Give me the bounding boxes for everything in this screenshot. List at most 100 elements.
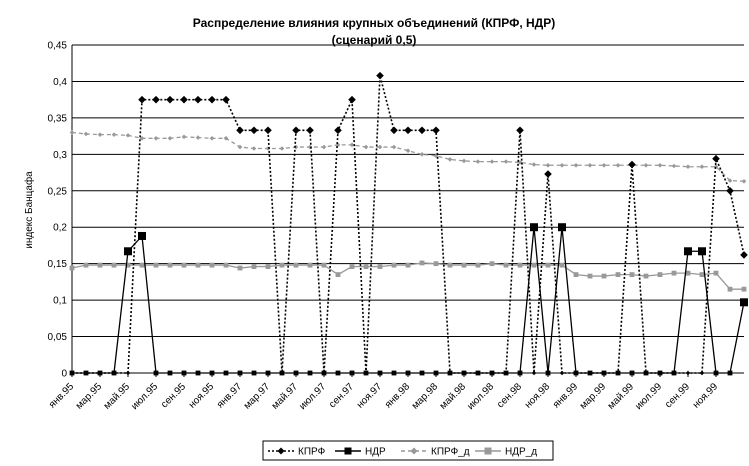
data-point (699, 164, 705, 170)
data-point (167, 262, 173, 268)
data-point (321, 262, 327, 268)
data-point (334, 126, 342, 135)
gridlines (72, 44, 744, 338)
legend-marker (484, 447, 492, 455)
data-point (517, 262, 523, 268)
data-point (531, 370, 537, 376)
data-point (545, 162, 551, 168)
data-point (237, 144, 243, 150)
y-tick-label: 0,4 (53, 77, 67, 88)
legend-marker (410, 447, 418, 455)
x-tick-label: мар.98 (410, 381, 441, 412)
data-point (559, 162, 565, 168)
x-tick-label: июл.99 (633, 381, 664, 412)
data-point (740, 251, 748, 259)
series-НДР (69, 223, 748, 376)
x-tick-label: мар.97 (242, 381, 273, 412)
data-point (138, 231, 146, 240)
data-point (349, 142, 355, 148)
data-point (503, 262, 509, 268)
data-point (69, 265, 75, 271)
series-layer (69, 71, 748, 376)
x-tick-label: май.99 (606, 381, 637, 412)
data-point (698, 247, 706, 256)
series-КПРФ (69, 71, 748, 376)
data-point (153, 262, 159, 268)
y-tick-label: 0,1 (53, 296, 67, 307)
data-point (531, 262, 537, 268)
data-point (503, 159, 509, 164)
data-point (208, 95, 216, 104)
data-point (279, 370, 285, 376)
data-point (657, 162, 663, 168)
data-point (194, 95, 202, 104)
data-point (727, 286, 733, 292)
data-point (461, 370, 467, 376)
data-point (615, 272, 621, 277)
data-point (489, 159, 495, 164)
data-point (167, 370, 173, 376)
data-point (461, 262, 467, 268)
data-point (433, 261, 439, 267)
data-point (236, 126, 244, 135)
data-point (195, 135, 201, 140)
data-point (685, 270, 691, 276)
data-point (573, 370, 579, 376)
data-point (377, 264, 383, 269)
data-point (489, 261, 495, 267)
data-point (391, 262, 397, 268)
data-point (111, 262, 117, 268)
data-point (335, 272, 341, 277)
data-point (138, 95, 146, 104)
data-point (124, 247, 132, 256)
data-point (516, 126, 524, 135)
data-point (111, 132, 117, 137)
data-point (321, 144, 327, 150)
data-point (530, 223, 538, 232)
legend-label: КПРФ_д (431, 447, 470, 458)
y-tick-label: 0,15 (48, 259, 68, 270)
data-point (223, 370, 229, 376)
data-point (195, 370, 201, 376)
x-tick-label: май.97 (270, 381, 301, 412)
data-point (405, 262, 411, 268)
data-point (209, 262, 215, 268)
data-point (306, 126, 314, 135)
legend-label: НДР_д (505, 447, 537, 458)
legend-item-КПРФ_д: КПРФ_д (401, 447, 470, 458)
data-point (209, 135, 215, 141)
data-point (559, 262, 565, 268)
data-point (139, 262, 145, 268)
data-point (643, 162, 649, 168)
data-point (237, 370, 243, 376)
data-point (727, 178, 733, 183)
data-point (657, 370, 663, 376)
data-point (643, 370, 649, 376)
y-tick-label: 0,25 (48, 186, 68, 197)
data-point (517, 160, 523, 165)
data-point (587, 370, 593, 376)
data-point (629, 272, 635, 277)
data-point (601, 273, 607, 279)
data-point (713, 164, 719, 170)
y-tick-label: 0,45 (48, 41, 68, 52)
x-tick-label: сен.99 (663, 381, 692, 410)
data-point (628, 160, 636, 169)
data-point (573, 162, 579, 168)
chart-subtitle: (сценарий 0,5) (332, 33, 417, 47)
data-point (125, 262, 131, 268)
data-point (222, 95, 230, 104)
x-tick-label: ноя.95 (187, 381, 217, 411)
data-point (517, 370, 523, 376)
x-tick-label: ноя.99 (691, 381, 721, 411)
data-point (153, 370, 159, 376)
data-point (363, 370, 369, 376)
data-point (447, 370, 453, 376)
data-point (279, 262, 285, 268)
data-point (97, 132, 103, 137)
data-point (83, 262, 89, 268)
data-point (377, 144, 383, 150)
data-point (153, 135, 159, 141)
